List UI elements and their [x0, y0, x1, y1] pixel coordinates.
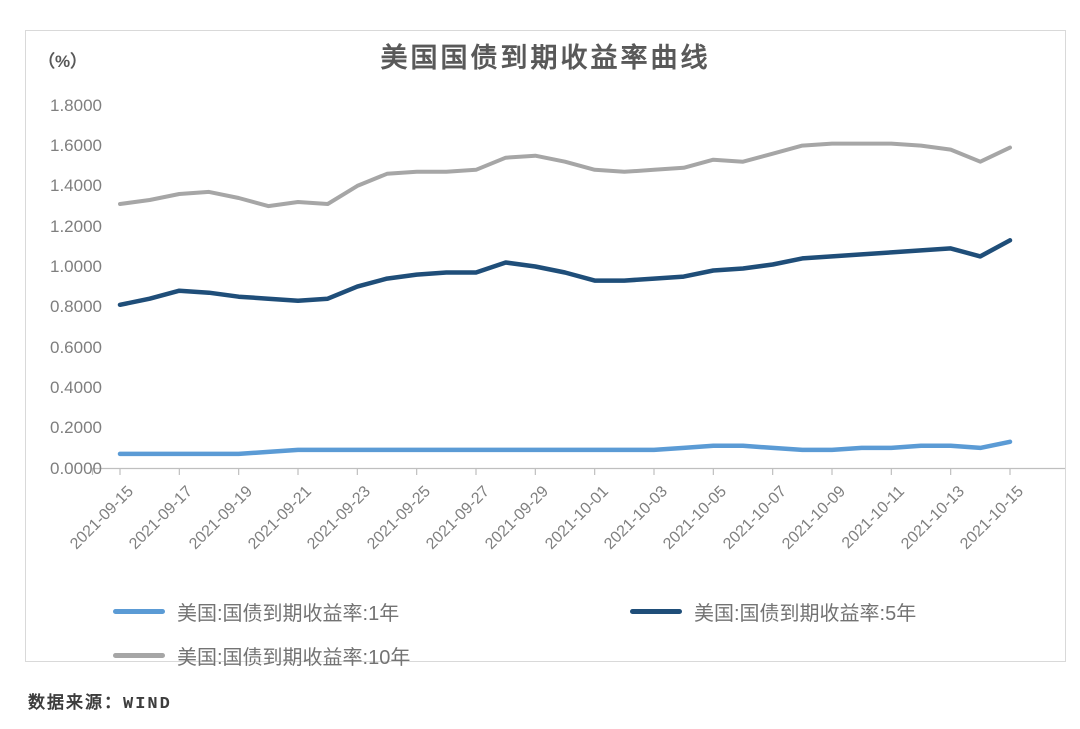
y-axis-tick-label: 0.6000 — [50, 337, 102, 357]
data-source-label: 数据来源：WIND — [28, 695, 172, 714]
y-axis-tick-label: 1.4000 — [50, 176, 102, 196]
y-axis-unit-label: （%） — [38, 52, 88, 71]
legend-item-5y: 美国:国债到期收益率:5年 — [630, 597, 916, 626]
series-line-1y — [117, 439, 1013, 457]
y-axis-tick-label: 0.8000 — [50, 297, 102, 317]
y-axis-tick-label: 0.4000 — [50, 377, 102, 397]
legend-label: 美国:国债到期收益率:5年 — [694, 603, 917, 625]
legend-line-swatch — [113, 609, 165, 614]
chart-container — [25, 30, 1066, 662]
legend-label: 美国:国债到期收益率:10年 — [177, 647, 411, 669]
chart-title: 美国国债到期收益率曲线 — [380, 43, 711, 73]
series-line-5y — [117, 238, 1013, 308]
legend-line-swatch — [113, 653, 165, 658]
legend-item-10y: 美国:国债到期收益率:10年 — [113, 641, 410, 670]
legend-line-swatch — [630, 609, 682, 614]
y-axis-tick-label: 0.2000 — [50, 418, 102, 438]
y-axis-tick-label: 1.6000 — [50, 136, 102, 156]
y-axis-tick-label: 1.8000 — [50, 95, 102, 115]
y-axis-tick-label: 0.0000 — [50, 458, 102, 478]
y-axis-tick-label: 1.0000 — [50, 257, 102, 276]
legend-label: 美国:国债到期收益率:1年 — [177, 603, 400, 625]
y-axis-tick-label: 1.2000 — [50, 216, 102, 236]
series-line-10y — [118, 141, 1012, 209]
legend-item-1y: 美国:国债到期收益率:1年 — [113, 597, 399, 626]
